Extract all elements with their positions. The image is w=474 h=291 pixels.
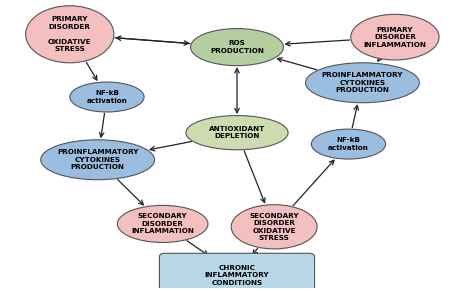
Text: ANTIOXIDANT
DEPLETION: ANTIOXIDANT DEPLETION [209,126,265,139]
Text: PRIMARY
DISORDER
INFLAMMATION: PRIMARY DISORDER INFLAMMATION [364,27,427,48]
Text: NF-kB
activation: NF-kB activation [328,137,369,151]
Text: PROINFLAMMATORY
CYTOKINES
PRODUCTION: PROINFLAMMATORY CYTOKINES PRODUCTION [57,149,138,170]
Ellipse shape [186,116,288,150]
Ellipse shape [118,205,208,242]
Ellipse shape [26,6,114,63]
Ellipse shape [306,63,419,103]
Text: CHRONIC
INFLAMMATORY
CONDITIONS: CHRONIC INFLAMMATORY CONDITIONS [205,265,269,286]
Text: PRIMARY
DISORDER

OXIDATIVE
STRESS: PRIMARY DISORDER OXIDATIVE STRESS [48,16,91,52]
Text: SECONDARY
DISORDER
INFLAMMATION: SECONDARY DISORDER INFLAMMATION [131,213,194,235]
Ellipse shape [191,29,283,66]
Ellipse shape [351,14,439,60]
Text: NF-kB
activation: NF-kB activation [86,90,128,104]
Ellipse shape [231,205,317,249]
Ellipse shape [311,129,386,159]
Text: PROINFLAMMATORY
CYTOKINES
PRODUCTION: PROINFLAMMATORY CYTOKINES PRODUCTION [322,72,403,93]
Text: ROS
PRODUCTION: ROS PRODUCTION [210,40,264,54]
FancyBboxPatch shape [159,253,315,291]
Ellipse shape [70,82,144,112]
Ellipse shape [41,140,155,180]
Text: SECONDARY
DISORDER
OXIDATIVE
STRESS: SECONDARY DISORDER OXIDATIVE STRESS [249,212,299,241]
